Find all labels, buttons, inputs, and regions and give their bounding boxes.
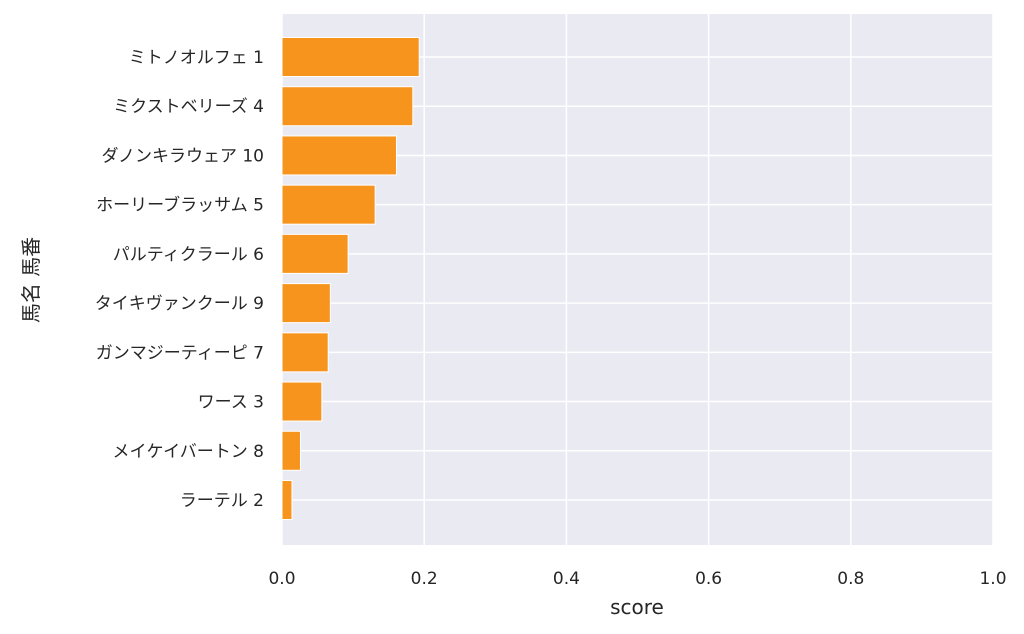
bar: [281, 184, 376, 225]
bar: [281, 430, 301, 471]
y-tick-label: ミクストベリーズ 4: [113, 97, 264, 117]
y-tick-label: パルティクラール 6: [113, 245, 264, 265]
y-axis-title: 馬名 馬番: [19, 237, 43, 323]
bars: [281, 37, 420, 520]
y-tick-label: ミトノオルフェ 1: [129, 48, 264, 68]
x-tick-label: 1.0: [979, 569, 1006, 589]
bar: [281, 233, 349, 274]
x-tick-label: 0.6: [695, 569, 722, 589]
bar: [281, 283, 331, 324]
bar: [281, 37, 420, 77]
x-tick-label: 0.2: [411, 569, 438, 589]
bar: [281, 332, 329, 373]
x-tick-labels: 0.0 0.2 0.4 0.6 0.8 1.0: [268, 569, 1006, 589]
y-tick-label: ホーリーブラッサム 5: [96, 195, 264, 216]
x-tick-label: 0.0: [268, 569, 295, 589]
bar: [281, 381, 323, 422]
y-tick-label: ダノンキラウェア 10: [101, 146, 264, 166]
y-tick-label: ガンマジーティーピ 7: [96, 343, 264, 363]
y-tick-label: ワース 3: [198, 393, 264, 413]
x-axis-title: score: [610, 595, 664, 619]
y-tick-labels: ミトノオルフェ 1 ミクストベリーズ 4 ダノンキラウェア 10 ホーリーブラッサム …: [95, 48, 264, 511]
x-tick-label: 0.4: [553, 569, 580, 589]
bar: [281, 480, 293, 520]
bar: [281, 86, 414, 127]
bar: [281, 135, 397, 176]
y-tick-label: タイキヴァンクール 9: [95, 294, 264, 314]
x-tick-label: 0.8: [837, 569, 864, 589]
y-tick-label: メイケイバートン 8: [112, 442, 264, 462]
y-tick-label: ラーテル 2: [180, 491, 264, 511]
